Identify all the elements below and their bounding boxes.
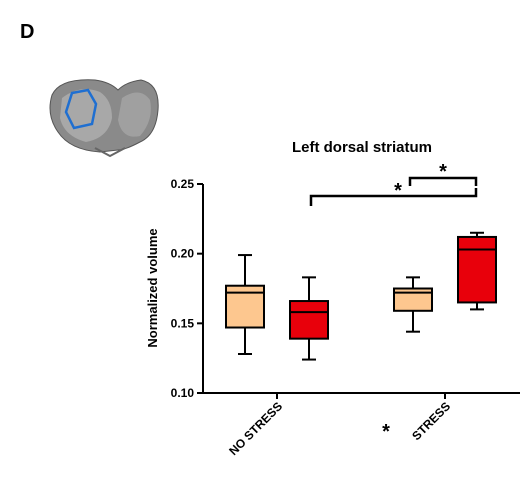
brain-image [50, 80, 158, 156]
significance-star: * [439, 161, 447, 183]
y-tick-label: 0.20 [171, 247, 195, 261]
y-tick-label: 0.25 [171, 177, 195, 191]
chart-title: Left dorsal striatum [292, 139, 432, 156]
y-tick-label: 0.10 [171, 386, 195, 400]
panel-label: D [20, 21, 34, 43]
chart: D Left dorsal striatum Normalized volume… [0, 0, 522, 479]
significance-star: * [394, 180, 402, 202]
box [290, 301, 328, 339]
y-tick-label: 0.15 [171, 316, 195, 330]
x-tick-label: NO STRESS [226, 399, 285, 458]
page: {"chart_data": {"type": "box", "panel_la… [0, 0, 522, 479]
box [458, 237, 496, 302]
x-tick-label: STRESS [409, 399, 453, 443]
category-star: * [382, 421, 390, 443]
y-axis-label: Normalized volume [145, 228, 160, 347]
